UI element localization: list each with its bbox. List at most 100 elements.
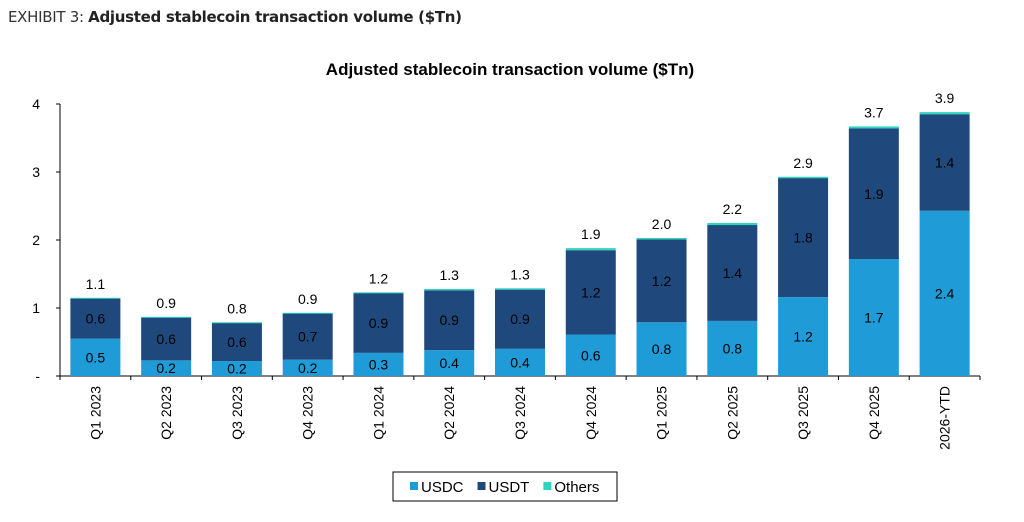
data-label-usdt: 1.2 — [652, 273, 672, 289]
x-tick-label: Q4 2024 — [583, 386, 599, 440]
data-label-usdt: 0.6 — [227, 334, 247, 350]
data-label-usdt: 0.9 — [439, 312, 459, 328]
bar-others — [211, 322, 262, 324]
total-label: 1.3 — [510, 266, 530, 282]
total-label: 2.0 — [652, 216, 672, 232]
chart-title: Adjusted stablecoin transaction volume (… — [326, 60, 694, 79]
bar-usdt — [565, 250, 616, 335]
data-label-usdc: 1.7 — [864, 310, 884, 326]
bar-others — [141, 316, 192, 318]
bar-others — [70, 297, 121, 299]
legend-swatch-others — [543, 482, 552, 490]
bar-usdc — [495, 348, 545, 376]
x-tick-label: Q4 2025 — [866, 386, 882, 440]
bar-usdt — [778, 178, 829, 298]
bar-usdt — [919, 114, 970, 211]
bar-others — [778, 176, 829, 179]
y-tick-label: 1 — [32, 300, 40, 316]
bar-others — [636, 237, 687, 240]
data-label-usdc: 0.2 — [298, 360, 318, 376]
x-tick-label: Q1 2024 — [370, 386, 386, 440]
bar-usdt — [495, 289, 545, 349]
x-tick-label: Q1 2025 — [654, 386, 670, 440]
legend-swatch-usdt — [477, 482, 486, 490]
x-tick-label: Q2 2025 — [724, 386, 740, 440]
legend-swatch-usdc — [410, 482, 418, 490]
data-label-usdt: 0.9 — [510, 311, 530, 327]
data-label-usdt: 0.6 — [156, 331, 176, 347]
data-label-usdc: 0.6 — [581, 347, 601, 363]
bar-others — [848, 126, 899, 129]
bar-usdc — [211, 361, 262, 376]
bar-others — [565, 248, 616, 251]
data-label-usdc: 0.4 — [439, 355, 459, 371]
x-tick-label: 2026-YTD — [937, 386, 953, 450]
y-tick-label: 4 — [32, 96, 40, 112]
data-label-usdc: 0.8 — [723, 340, 743, 356]
data-label-usdt: 0.6 — [86, 311, 106, 327]
data-label-usdt: 0.7 — [298, 329, 318, 345]
bar-others — [495, 288, 545, 290]
y-tick-label: 3 — [32, 164, 40, 180]
bar-usdc — [424, 350, 475, 376]
bar-usdc — [707, 320, 758, 376]
exhibit-title: Adjusted stablecoin transaction volume (… — [88, 8, 462, 26]
data-label-usdc: 0.2 — [156, 360, 176, 376]
bar-usdt — [707, 225, 758, 321]
bar-usdc — [70, 338, 121, 376]
data-label-usdc: 2.4 — [935, 285, 955, 301]
total-label: 0.9 — [156, 295, 176, 311]
total-label: 1.9 — [581, 226, 601, 242]
total-label: 3.9 — [935, 90, 955, 106]
data-label-usdt: 1.2 — [581, 284, 601, 300]
total-label: 2.2 — [723, 201, 743, 217]
data-label-usdt: 0.9 — [369, 315, 389, 331]
legend-label-usdt: USDT — [489, 479, 530, 496]
total-label: 2.9 — [793, 155, 813, 171]
bar-usdt — [424, 290, 475, 351]
data-label-usdc: 0.8 — [652, 341, 672, 357]
x-tick-label: Q3 2024 — [512, 386, 528, 440]
y-tick-label: 2 — [32, 232, 40, 248]
total-label: 0.8 — [227, 300, 247, 316]
data-label-usdt: 1.8 — [793, 230, 813, 246]
bar-usdc — [919, 210, 970, 376]
bar-others — [424, 288, 475, 291]
x-tick-label: Q4 2023 — [300, 386, 316, 440]
exhibit-label: EXHIBIT 3: — [8, 8, 84, 26]
total-label: 0.9 — [298, 291, 318, 307]
bar-usdt — [211, 322, 262, 362]
legend — [392, 471, 618, 502]
bar-usdc — [636, 322, 687, 376]
x-tick-label: Q2 2024 — [441, 386, 457, 440]
bar-others — [282, 312, 333, 314]
total-label: 3.7 — [864, 104, 884, 120]
legend-label-others: Others — [554, 479, 599, 496]
x-tick-label: Q3 2023 — [229, 386, 245, 440]
bar-others — [707, 223, 758, 226]
y-tick-label: - — [35, 368, 40, 384]
data-label-usdt: 1.4 — [723, 265, 743, 281]
data-label-usdt: 1.9 — [864, 186, 884, 202]
bar-usdc — [565, 334, 616, 376]
bar-usdt — [141, 317, 192, 361]
data-label-usdc: 0.2 — [227, 361, 247, 377]
bar-usdt — [282, 313, 333, 360]
bar-usdc — [282, 359, 333, 376]
bar-others — [919, 112, 970, 115]
x-tick-label: Q3 2025 — [795, 386, 811, 440]
data-label-usdc: 0.3 — [369, 356, 389, 372]
bar-usdc — [778, 297, 829, 376]
bar-usdt — [70, 298, 121, 339]
total-label: 1.1 — [86, 276, 106, 292]
x-tick-label: Q1 2023 — [87, 386, 103, 440]
data-label-usdc: 0.5 — [86, 349, 106, 365]
bar-usdt — [353, 293, 404, 353]
total-label: 1.3 — [439, 267, 459, 283]
bar-usdc — [141, 360, 192, 376]
bar-usdt — [848, 128, 899, 260]
bar-others — [353, 292, 404, 294]
bar-usdc — [848, 259, 899, 376]
bar-usdt — [636, 239, 687, 323]
x-tick-label: Q2 2023 — [158, 386, 174, 440]
